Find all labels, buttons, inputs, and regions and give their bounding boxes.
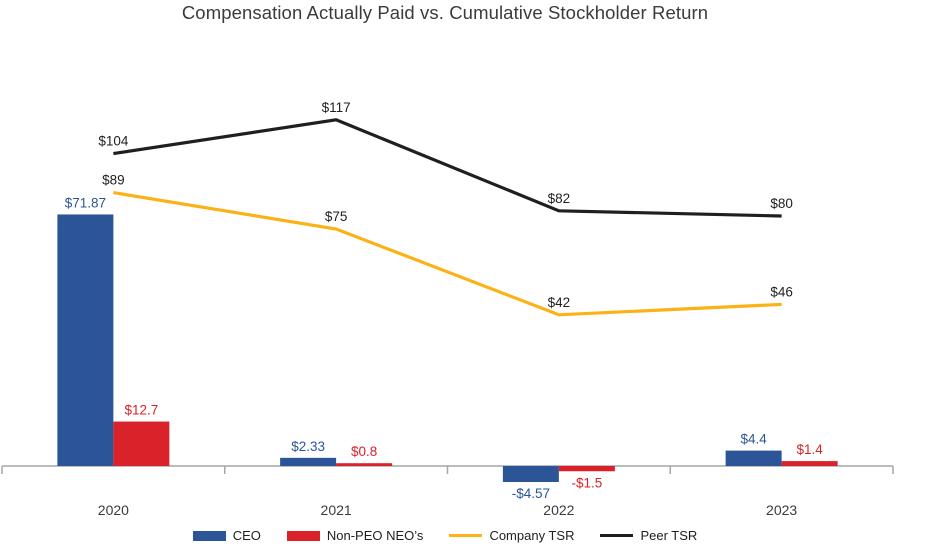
line-value-label-peer-tsr-2021: $117 [322, 100, 351, 115]
bar-non-peo-neo-s-2022 [558, 466, 615, 472]
bar-ceo-2021 [280, 457, 337, 466]
line-company-tsr [113, 191, 782, 317]
line-value-label-company-tsr-2020: $89 [102, 173, 125, 188]
bar-non-peo-neo-s-2021 [336, 463, 393, 466]
legend-item-non-peo-neo-s: Non-PEO NEO’s [286, 528, 424, 543]
legend-label-ceo: CEO [232, 528, 261, 543]
bar-value-label-non-peo-neo-s-2022: -$1.5 [571, 475, 602, 490]
legend-item-company-tsr: Company TSR [449, 528, 574, 543]
bar-value-label-non-peo-neo-s-2023: $1.4 [796, 442, 823, 457]
line-value-label-peer-tsr-2023: $80 [770, 196, 793, 211]
bar-non-peo-neo-s-2020 [113, 421, 170, 466]
legend-swatch-non-peo-neo-s-icon [286, 530, 320, 541]
bar-value-label-non-peo-neo-s-2021: $0.8 [351, 444, 377, 459]
line-peer-tsr [113, 118, 782, 218]
x-axis-label-2020: 2020 [98, 502, 129, 518]
chart-title: Compensation Actually Paid vs. Cumulativ… [181, 2, 709, 23]
x-axis-label-2023: 2023 [766, 502, 797, 518]
legend-item-ceo: CEO [192, 528, 261, 543]
line-value-label-peer-tsr-2020: $104 [98, 134, 129, 149]
bar-non-peo-neo-s-2023 [781, 461, 838, 466]
x-axis-label-2021: 2021 [321, 502, 352, 518]
legend-item-peer-tsr: Peer TSR [600, 528, 697, 543]
legend-swatch-peer-tsr-line-icon [600, 534, 634, 537]
legend-swatch-company-tsr-line-icon [449, 534, 483, 537]
bar-value-label-ceo-2023: $4.4 [740, 432, 767, 447]
bar-value-label-ceo-2022: -$4.57 [512, 486, 550, 501]
x-axis-label-2022: 2022 [543, 502, 574, 518]
bar-value-label-ceo-2020: $71.87 [65, 195, 106, 210]
bar-value-label-ceo-2021: $2.33 [291, 439, 325, 454]
line-value-label-company-tsr-2022: $42 [548, 295, 571, 310]
line-value-label-company-tsr-2021: $75 [325, 209, 348, 224]
bar-ceo-2023 [725, 450, 782, 466]
line-value-label-peer-tsr-2022: $82 [548, 191, 571, 206]
legend-label-non-peo-neo-s: Non-PEO NEO’s [326, 528, 424, 543]
chart-legend: CEO Non-PEO NEO’s Company TSR Peer TSR [0, 528, 890, 543]
legend-label-company-tsr: Company TSR [489, 528, 575, 543]
bar-ceo-2022 [502, 466, 559, 482]
line-value-label-company-tsr-2023: $46 [770, 284, 793, 299]
bar-value-label-non-peo-neo-s-2020: $12.7 [124, 403, 158, 418]
legend-swatch-ceo-icon [192, 530, 226, 541]
bar-ceo-2020 [57, 214, 114, 466]
legend-label-peer-tsr: Peer TSR [640, 528, 698, 543]
